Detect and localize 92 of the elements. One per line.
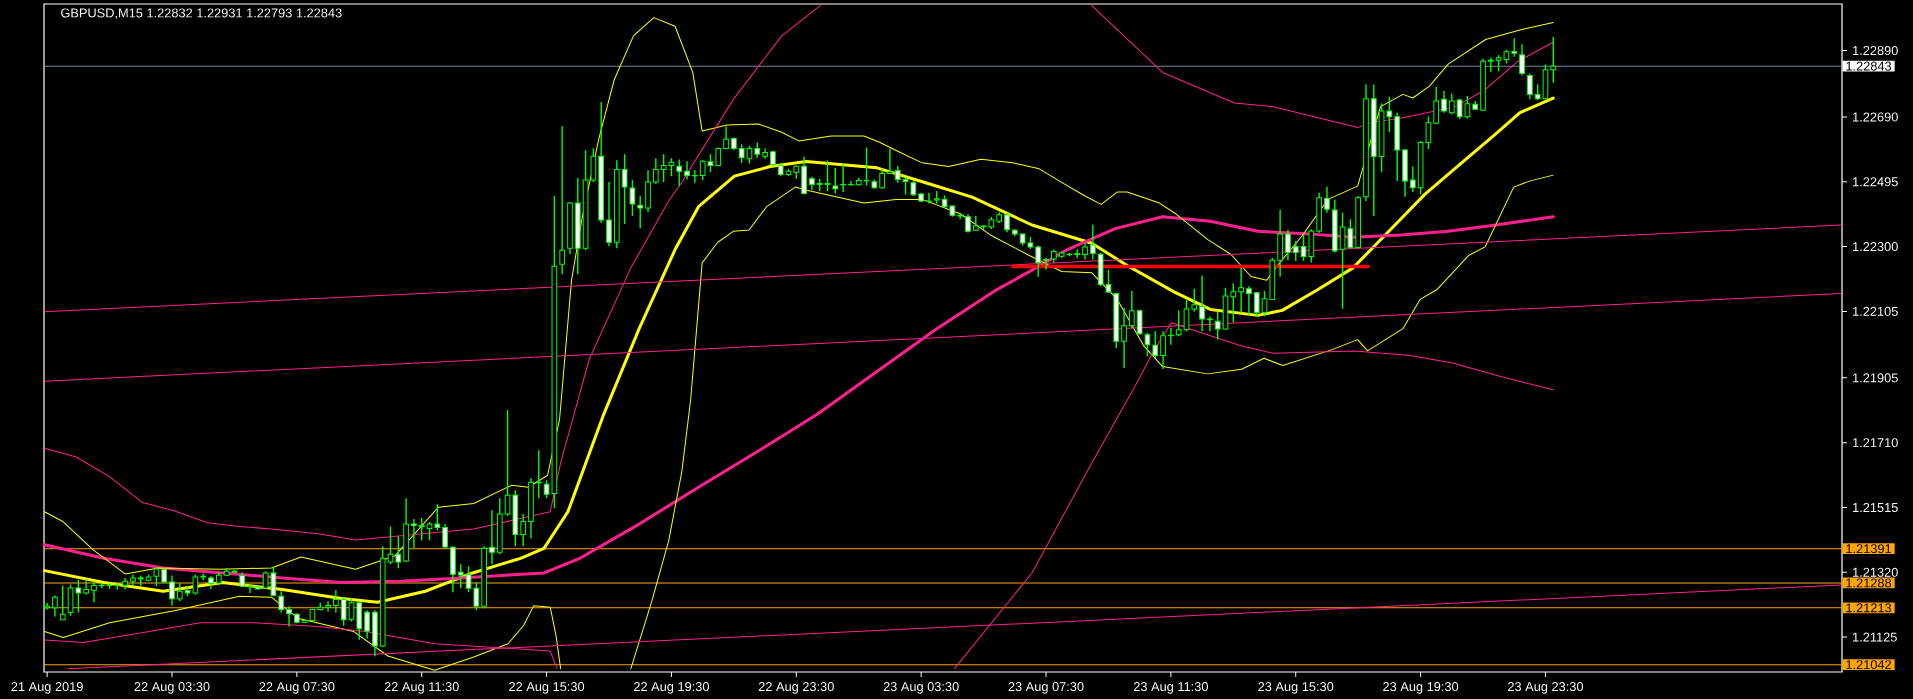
ref-line-label: 1.21213 [1846, 603, 1892, 613]
y-tick-label: 1.21125 [1853, 632, 1897, 642]
candlestick [887, 147, 893, 175]
ref-line-label: 1.21042 [1846, 660, 1892, 670]
candlestick [1253, 291, 1260, 318]
candlestick [1121, 307, 1127, 369]
candlestick [1152, 330, 1159, 359]
y-tick-label: 1.22495 [1853, 177, 1898, 187]
candlestick [411, 518, 417, 550]
candlestick [1511, 37, 1518, 58]
candlestick [1324, 186, 1330, 214]
candlestick [1285, 228, 1291, 261]
ref-line-label: 1.21288 [1846, 578, 1892, 588]
y-tick-label: 1.22105 [1853, 306, 1898, 316]
candlestick [1207, 315, 1213, 333]
chart-title: GBPUSD,M15 1.22832 1.22931 1.22793 1.22843 [61, 8, 342, 19]
candlestick [387, 525, 394, 566]
x-tick-label: 22 Aug 03:30 [134, 682, 210, 694]
candlestick [1214, 310, 1221, 341]
x-tick-label: 22 Aug 07:30 [259, 682, 335, 694]
candlestick [247, 583, 253, 594]
candlestick [1136, 309, 1143, 336]
candlestick [637, 195, 644, 230]
candlestick [1191, 288, 1198, 313]
ref-line-label: 1.22843 [1846, 61, 1892, 71]
candlestick [1035, 244, 1042, 278]
y-tick-label: 1.21905 [1853, 373, 1898, 383]
candlestick [965, 213, 971, 234]
candlestick [1488, 57, 1494, 73]
candlestick [1199, 274, 1205, 333]
candlestick [1144, 332, 1151, 357]
candlestick [684, 160, 690, 181]
candlestick [559, 125, 566, 275]
candlestick [1441, 90, 1447, 114]
x-tick-label: 23 Aug 03:30 [883, 682, 959, 694]
y-tick-label: 1.21320 [1853, 567, 1898, 577]
candlestick [832, 167, 839, 195]
x-tick-label: 23 Aug 15:30 [1258, 682, 1334, 694]
x-tick-label: 23 Aug 19:30 [1383, 682, 1459, 694]
candlestick [1246, 285, 1252, 316]
x-tick-label: 22 Aug 19:30 [634, 682, 709, 694]
candlestick [59, 584, 66, 621]
candlestick [1238, 267, 1244, 314]
y-tick-label: 1.22300 [1853, 242, 1898, 252]
candlestick [442, 523, 448, 550]
candlestick [1409, 165, 1416, 193]
candlestick [1292, 240, 1299, 262]
x-tick-label: 23 Aug 07:30 [1008, 682, 1084, 694]
candlestick [1519, 43, 1525, 77]
x-tick-label: 21 Aug 2019 [11, 682, 83, 694]
candlestick [83, 578, 89, 596]
ref-line-label: 1.21391 [1846, 544, 1892, 554]
candlestick [395, 535, 402, 569]
x-tick-label: 22 Aug 15:30 [509, 682, 585, 694]
candlestick [418, 517, 425, 542]
x-tick-label: 23 Aug 11:30 [1133, 682, 1208, 694]
candlestick [879, 168, 885, 190]
candlestick [1448, 92, 1455, 116]
candlestick [1230, 282, 1237, 324]
candlestick [1129, 290, 1135, 329]
candlestick [535, 449, 542, 499]
candlestick [286, 605, 292, 628]
x-tick-label: 22 Aug 11:30 [384, 682, 459, 694]
y-tick-label: 1.21710 [1853, 438, 1898, 448]
candlestick [52, 594, 58, 618]
candlestick [676, 158, 683, 187]
candlestick [169, 574, 175, 607]
candlestick [489, 509, 495, 566]
candlestick [91, 580, 97, 603]
y-tick-label: 1.22890 [1853, 45, 1898, 56]
candlestick [325, 600, 331, 613]
y-tick-label: 1.21515 [1853, 502, 1898, 513]
candlestick [1043, 257, 1049, 271]
candlestick [1550, 36, 1557, 84]
candlestick [1433, 86, 1440, 125]
candlestick [457, 563, 464, 589]
candlestick [1004, 212, 1010, 233]
x-tick-label: 23 Aug 23:30 [1508, 682, 1584, 694]
candlestick [278, 590, 285, 614]
candlestick [364, 609, 370, 640]
candlestick [606, 181, 612, 247]
candlestick [1527, 72, 1533, 101]
candlestick [824, 159, 831, 192]
x-tick-label: 22 Aug 23:30 [758, 682, 834, 694]
y-tick-label: 1.22690 [1853, 112, 1898, 122]
candlestick [520, 513, 526, 548]
candlestick [1090, 223, 1096, 261]
candlestick [333, 589, 339, 614]
candlestick [1160, 330, 1166, 370]
candlestick [652, 157, 659, 185]
candlestick [926, 192, 932, 205]
candlestick [176, 582, 183, 602]
